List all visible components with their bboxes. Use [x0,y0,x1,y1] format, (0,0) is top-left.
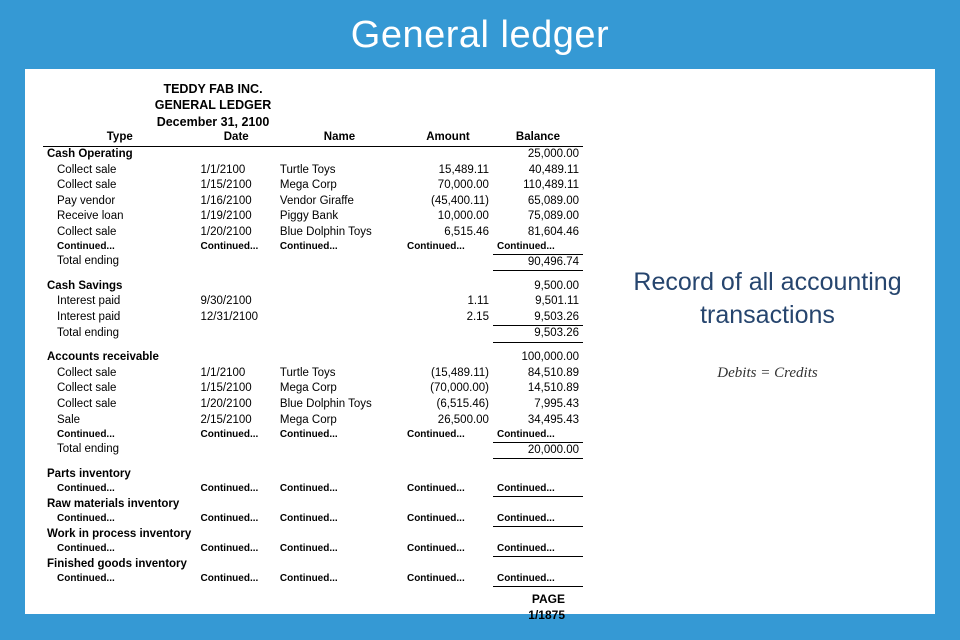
document-panel: TEDDY FAB INC. GENERAL LEDGER December 3… [25,69,935,614]
column-header-row: Type Date Name Amount Balance [43,130,583,147]
table-row: Collect sale1/1/2100Turtle Toys15,489.11… [43,163,583,179]
table-row: Interest paid12/31/21002.159,503.26 [43,310,583,326]
continued-row: Continued...Continued...Continued...Cont… [43,512,583,526]
opening-balance: 25,000.00 [493,147,583,163]
continued-row: Continued...Continued...Continued...Cont… [43,482,583,496]
col-date: Date [197,130,276,147]
ledger-table: Type Date Name Amount Balance Cash Opera… [43,130,583,587]
ledger-column: TEDDY FAB INC. GENERAL LEDGER December 3… [43,81,583,604]
company-name: TEDDY FAB INC. [43,81,383,97]
page-title: General ledger [0,0,960,69]
sidebar-column: Record of all accounting transactions De… [583,81,917,604]
account-header: Accounts receivable 100,000.00 [43,350,583,366]
col-type: Type [43,130,197,147]
account-header: Cash Savings 9,500.00 [43,279,583,295]
table-row: Collect sale1/15/2100Mega Corp(70,000.00… [43,381,583,397]
account-title: Cash Operating [43,147,493,163]
description-line2: transactions [700,301,835,329]
continued-row: Continued...Continued...Continued...Cont… [43,428,583,442]
table-row: Collect sale1/15/2100Mega Corp70,000.001… [43,178,583,194]
description-line1: Record of all accounting [633,268,901,296]
report-name: GENERAL LEDGER [43,97,383,113]
description-text: Record of all accounting transactions [618,266,917,331]
account-title: Accounts receivable [43,350,493,366]
page-value: 1/1875 [528,608,565,622]
account-header: Raw materials inventory [43,496,583,512]
col-amount: Amount [403,130,493,147]
table-row: Sale2/15/2100Mega Corp26,500.0034,495.43 [43,413,583,429]
table-row: Collect sale1/20/2100Blue Dolphin Toys6,… [43,225,583,241]
account-header: Work in process inventory [43,526,583,542]
table-row: Collect sale1/1/2100Turtle Toys(15,489.1… [43,366,583,382]
page-footer: PAGE 1/1875 [43,591,583,623]
table-row: Receive loan1/19/2100Piggy Bank10,000.00… [43,209,583,225]
total-row: Total ending90,496.74 [43,254,583,271]
continued-row: Continued...Continued...Continued...Cont… [43,542,583,556]
account-header: Parts inventory [43,467,583,483]
continued-row: Continued...Continued...Continued...Cont… [43,240,583,254]
col-balance: Balance [493,130,583,147]
opening-balance: 100,000.00 [493,350,583,366]
total-row: Total ending9,503.26 [43,326,583,343]
table-row: Collect sale1/20/2100Blue Dolphin Toys(6… [43,397,583,413]
col-name: Name [276,130,403,147]
formula-text: Debits = Credits [618,365,917,382]
account-header: Cash Operating 25,000.00 [43,147,583,163]
opening-balance: 9,500.00 [493,279,583,295]
account-header: Finished goods inventory [43,556,583,572]
total-row: Total ending20,000.00 [43,442,583,459]
account-title: Cash Savings [43,279,493,295]
table-row: Pay vendor1/16/2100Vendor Giraffe(45,400… [43,194,583,210]
page-label: PAGE [532,592,565,606]
report-date: December 31, 2100 [43,114,383,130]
continued-row: Continued...Continued...Continued...Cont… [43,572,583,586]
table-row: Interest paid9/30/21001.119,501.11 [43,294,583,310]
